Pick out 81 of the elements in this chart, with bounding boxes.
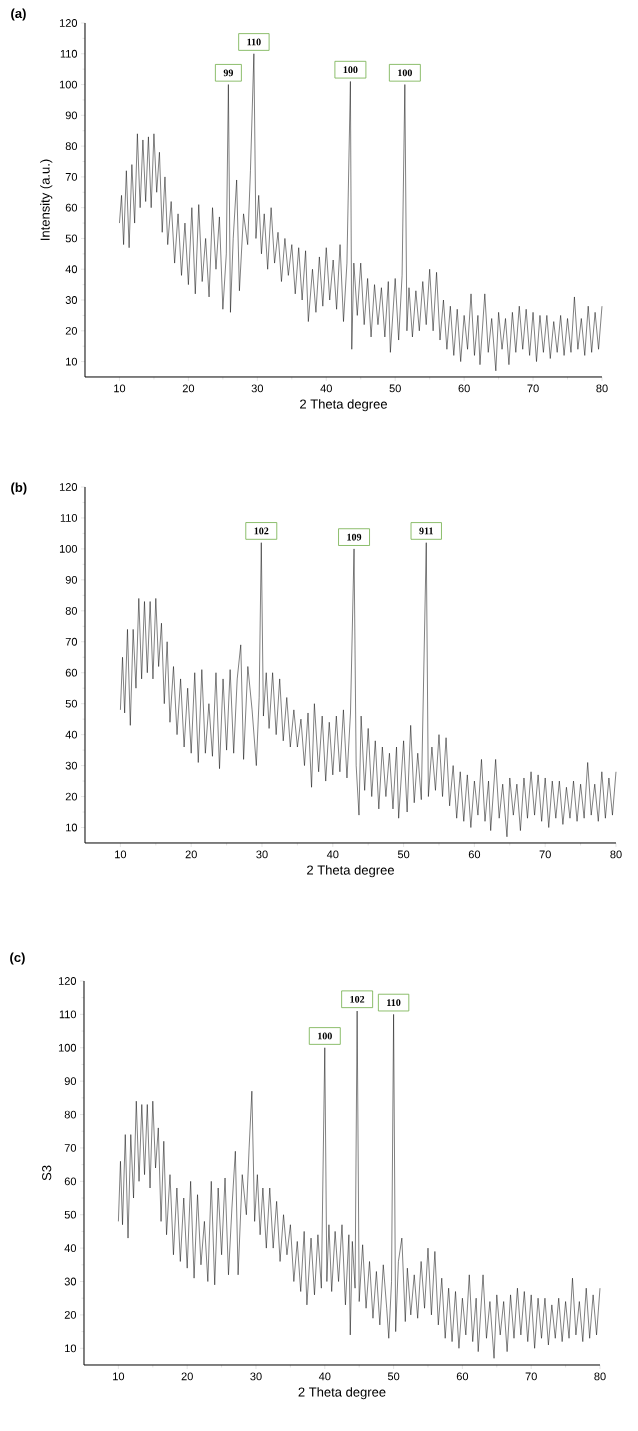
y-tick-label: 110 (59, 1010, 77, 1019)
y-tick-label: 60 (65, 203, 78, 212)
line-series (118, 1010, 601, 1359)
x-tick-label: 80 (610, 850, 622, 859)
x-tick-label: 50 (387, 1372, 400, 1381)
y-tick-label: 70 (65, 172, 78, 181)
x-tick-label: 70 (539, 850, 551, 859)
y-tick-label: 90 (64, 1077, 77, 1086)
x-tick-label: 60 (456, 1372, 469, 1381)
y-tick-label: 10 (66, 823, 78, 832)
annotation: 109 (347, 533, 362, 541)
x-tick-label: 40 (326, 850, 339, 859)
x-tick-label: 70 (525, 1372, 537, 1381)
y-tick-label: 100 (58, 1043, 77, 1052)
y-tick-label: 70 (65, 637, 78, 646)
y-tick-label: 110 (60, 49, 78, 58)
annotation: 99 (223, 69, 234, 77)
y-tick-label: 60 (64, 1177, 77, 1186)
x-tick-label: 60 (468, 850, 481, 859)
x-tick-label: 70 (527, 384, 539, 393)
x-tick-label: 80 (596, 384, 608, 393)
x-tick-label: 50 (389, 384, 401, 393)
y-tick-label: 30 (64, 1277, 77, 1286)
y-tick-label: 50 (65, 699, 78, 708)
y-tick-label: 120 (59, 483, 78, 491)
annotation: 102 (254, 527, 269, 535)
y-tick-label: 90 (65, 111, 78, 120)
x-tick-label: 80 (594, 1372, 606, 1381)
y-tick-label: 30 (65, 296, 78, 304)
y-tick-label: 90 (65, 575, 78, 584)
chart-title: (c) (10, 952, 25, 965)
y-tick-label: 110 (60, 514, 78, 522)
line-series (120, 542, 617, 838)
annotation: 100 (318, 1032, 332, 1040)
y-tick-label: 10 (65, 1344, 77, 1353)
y-tick-label: 80 (65, 142, 78, 151)
y-tick-label: 80 (64, 1110, 77, 1119)
y-tick-label: 30 (65, 761, 78, 770)
annotation: 110 (387, 999, 401, 1006)
y-tick-label: 120 (59, 19, 78, 27)
y-tick-label: 70 (64, 1144, 77, 1152)
y-tick-label: 60 (65, 668, 78, 677)
y-tick-label: 100 (59, 544, 78, 553)
annotation: 100 (343, 66, 358, 74)
y-axis-title: Intensity (a.u.) (40, 159, 53, 240)
chart-title: (a) (11, 8, 26, 21)
y-tick-label: 120 (58, 977, 77, 985)
x-tick-label: 30 (250, 1372, 262, 1381)
x-tick-label: 30 (256, 850, 268, 859)
line-series (119, 53, 603, 372)
x-tick-label: 50 (397, 850, 410, 859)
x-tick-label: 10 (115, 850, 127, 859)
x-axis-title: 2 Theta degree (307, 865, 394, 878)
x-tick-label: 40 (318, 1372, 331, 1381)
x-axis-title: 2 Theta degree (298, 1387, 386, 1400)
annotation: 911 (419, 527, 433, 535)
x-tick-label: 20 (182, 384, 195, 393)
y-tick-label: 50 (65, 234, 78, 243)
annotation: 102 (350, 995, 365, 1003)
annotation: 100 (398, 69, 412, 77)
x-tick-label: 10 (113, 1372, 125, 1381)
annotation: 110 (247, 38, 261, 46)
y-tick-label: 20 (65, 792, 78, 801)
chart-title: (b) (11, 482, 27, 495)
y-tick-label: 40 (65, 730, 78, 739)
y-tick-label: 10 (66, 357, 78, 366)
y-tick-label: 100 (59, 80, 78, 89)
x-tick-label: 10 (114, 384, 126, 393)
y-axis-title: S3 (42, 1165, 52, 1181)
x-tick-label: 20 (185, 850, 197, 859)
x-tick-label: 40 (320, 384, 332, 393)
y-tick-label: 20 (64, 1311, 77, 1319)
y-tick-label: 40 (65, 265, 78, 274)
y-tick-label: 80 (65, 606, 78, 615)
y-tick-label: 20 (65, 326, 78, 335)
y-tick-label: 50 (64, 1210, 77, 1219)
x-axis-title: 2 Theta degree (300, 399, 387, 412)
x-tick-label: 30 (251, 384, 264, 393)
y-tick-label: 40 (64, 1244, 77, 1253)
x-tick-label: 60 (458, 384, 470, 393)
x-tick-label: 20 (181, 1372, 193, 1381)
